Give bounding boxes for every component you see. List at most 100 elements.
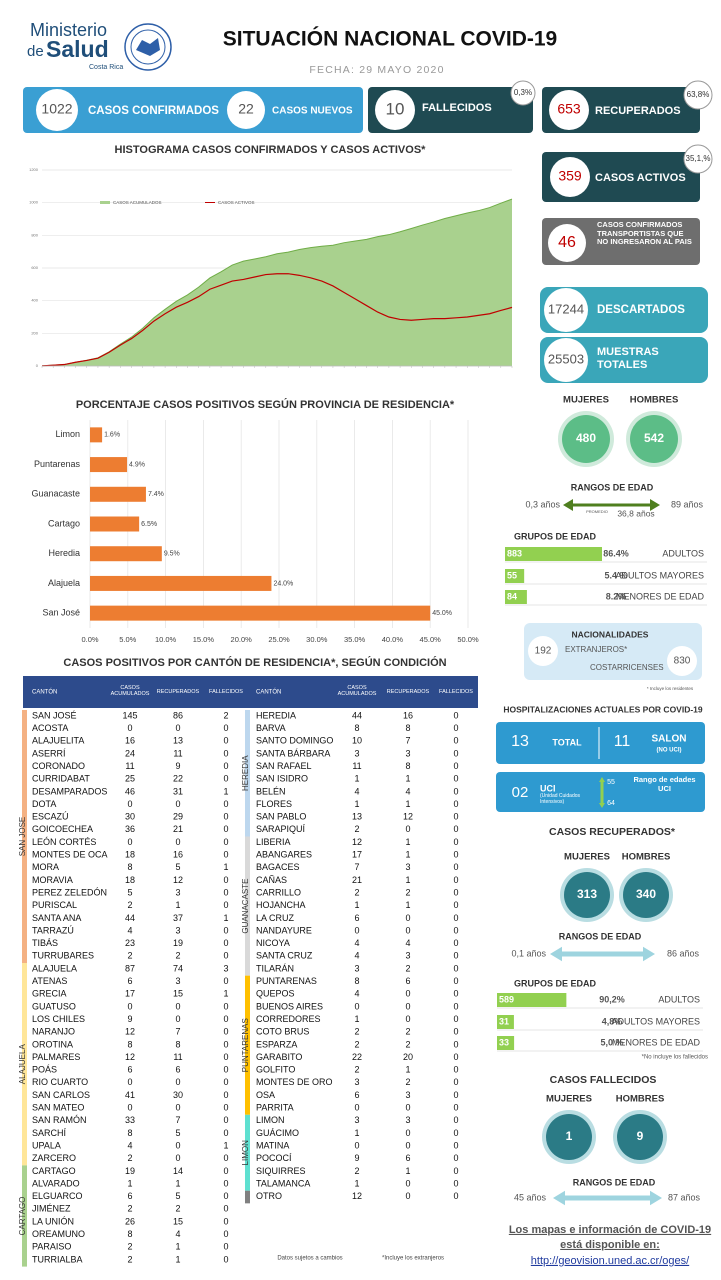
cell: 8: [127, 1039, 132, 1049]
cell: 0: [223, 1153, 228, 1163]
icu-range-label: Rango de edades UCI: [633, 775, 696, 793]
cell: 17: [352, 850, 362, 860]
x-tick-label: 35.0%: [344, 635, 366, 644]
table-title: CASOS POSITIVOS POR CANTÓN DE RESIDENCIA…: [63, 656, 446, 669]
cell: 1: [354, 774, 359, 784]
cell: 0: [175, 1014, 180, 1024]
age-share: 86.4%: [603, 548, 629, 558]
date: FECHA: 29 MAYO 2020: [309, 64, 444, 76]
stat-label: MUESTRAS TOTALES: [597, 346, 659, 371]
cell: 86: [173, 710, 183, 720]
age-bar: [497, 993, 567, 1007]
stat-value: 10: [386, 99, 405, 118]
canton-name: JIMÉNEZ: [32, 1204, 71, 1214]
cell: 0: [223, 736, 228, 746]
canton-name: LIMON: [256, 1115, 285, 1125]
cell: 0: [223, 837, 228, 847]
cell: 0: [453, 774, 458, 784]
nationalities-box: [524, 623, 702, 680]
cell: 0: [453, 925, 458, 935]
column-header: CANTÓN: [256, 689, 281, 696]
nat-label: COSTARRICENSES: [590, 663, 664, 672]
cell: 0: [354, 925, 359, 935]
stat-label: CASOS CONFIRMADOS TRANSPORTISTAS QUE NO …: [597, 220, 692, 247]
section-title: GRUPOS DE EDAD: [514, 978, 597, 988]
footer-link[interactable]: http://geovision.uned.ac.cr/oges/: [531, 1255, 690, 1267]
cell: 0: [453, 900, 458, 910]
canton-name: RIO CUARTO: [32, 1077, 88, 1087]
cell: 8: [354, 723, 359, 733]
cell: 16: [173, 850, 183, 860]
cell: 4: [127, 1140, 132, 1150]
sex-label: MUJERES: [546, 1094, 592, 1105]
cell: 2: [354, 824, 359, 834]
canton-name: ELGUARCO: [32, 1191, 83, 1201]
cell: 6: [175, 1065, 180, 1075]
legend-label: CASOS ACTIVOS: [218, 200, 255, 205]
cell: 37: [173, 913, 183, 923]
title: SITUACIÓN NACIONAL COVID-19: [223, 27, 557, 51]
chart-title: HISTOGRAMA CASOS CONFIRMADOS Y CASOS ACT…: [115, 144, 427, 156]
age-count: 33: [499, 1037, 509, 1047]
cell: 2: [127, 1153, 132, 1163]
cell: 0: [223, 1204, 228, 1214]
canton-name: MONTES DE ORO: [256, 1077, 333, 1087]
column-header: RECUPERADOS: [386, 689, 430, 695]
cell: 7: [175, 1115, 180, 1125]
canton-name: CORREDORES: [256, 1014, 321, 1024]
cell: 30: [173, 1090, 183, 1100]
cell: 20: [403, 1052, 413, 1062]
cell: 0: [453, 951, 458, 961]
y-tick-label: Cartago: [48, 518, 80, 528]
logo-seal: [130, 29, 166, 65]
cell: 10: [352, 736, 362, 746]
note: * Incluye los residentes: [647, 686, 694, 691]
cell: 0: [453, 887, 458, 897]
cell: 0: [453, 963, 458, 973]
cell: 3: [405, 1115, 410, 1125]
sex-label: HOMBRES: [630, 395, 679, 406]
canton-name: GRECIA: [32, 989, 67, 999]
cell: 3: [175, 976, 180, 986]
column-header: CANTÓN: [32, 689, 57, 696]
cell: 0: [223, 1090, 228, 1100]
nat-value: 192: [535, 646, 552, 657]
cell: 1: [223, 1140, 228, 1150]
age-bar: [497, 1036, 515, 1050]
province-strip: [245, 975, 250, 1115]
cell: 0: [175, 1140, 180, 1150]
cell: 30: [125, 812, 135, 822]
share: 35,1,%: [686, 154, 711, 163]
cell: 1: [175, 1254, 180, 1264]
canton-name: SAN ISIDRO: [256, 774, 308, 784]
note: *No incluye los fallecidos: [642, 1055, 708, 1061]
stat-label: CASOS CONFIRMADOS: [88, 105, 219, 117]
age-count: 55: [507, 570, 517, 580]
sex-circle: [546, 1114, 592, 1160]
share-bubble: [510, 80, 536, 106]
cell: 0: [223, 938, 228, 948]
column-header: RECUPERADOS: [156, 689, 200, 695]
province-label: HEREDIA: [241, 755, 250, 791]
province-strip: [245, 836, 250, 976]
cell: 12: [173, 875, 183, 885]
cell: 0: [453, 1115, 458, 1125]
cell: 0: [453, 786, 458, 796]
cell: 12: [352, 1191, 362, 1201]
province-strip: [245, 710, 250, 837]
y-tick-label: 200: [31, 330, 38, 335]
cell: 5: [127, 887, 132, 897]
cell: 0: [405, 1014, 410, 1024]
canton-name: ALVARADO: [32, 1178, 80, 1188]
range-max: 89 años: [671, 499, 704, 509]
cell: 2: [405, 1077, 410, 1087]
stat-label: DESCARTADOS: [597, 304, 685, 316]
cell: 6: [127, 1191, 132, 1201]
share-bubble: [683, 80, 713, 110]
column-header: FALLECIDOS: [439, 689, 473, 695]
cell: 2: [354, 1065, 359, 1075]
stat-value: 359: [558, 168, 582, 184]
cell: 0: [223, 761, 228, 771]
canton-name: UPALA: [32, 1140, 61, 1150]
age-bar: [497, 1015, 514, 1029]
